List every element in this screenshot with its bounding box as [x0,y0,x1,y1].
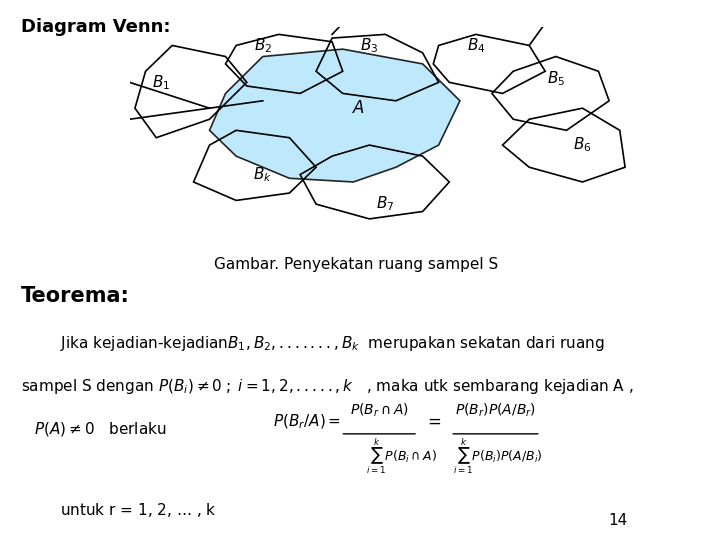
Text: $A$: $A$ [352,99,365,117]
Text: $B_1$: $B_1$ [153,73,171,92]
Text: $P(B_r) P(A / B_r)$: $P(B_r) P(A / B_r)$ [455,402,536,419]
Text: $B_2$: $B_2$ [253,36,272,55]
Polygon shape [210,49,460,182]
Text: sampel S dengan $P(B_i) \neq 0 \; ; \; i = 1, 2, ....., k$   , maka utk sembaran: sampel S dengan $P(B_i) \neq 0 \; ; \; i… [21,377,634,396]
Text: $B_7$: $B_7$ [376,195,395,213]
Text: Diagram Venn:: Diagram Venn: [21,17,170,36]
Text: Jika kejadian-kejadian$B_1, B_2, ......., B_k$  merupakan sekatan dari ruang: Jika kejadian-kejadian$B_1, B_2, .......… [60,334,604,354]
Text: $B_5$: $B_5$ [546,69,565,88]
Text: $B_k$: $B_k$ [253,165,272,184]
Text: $P(A) \neq 0$   berlaku: $P(A) \neq 0$ berlaku [34,421,166,438]
Text: $B_4$: $B_4$ [467,36,485,55]
Text: $P(B_r / A) = $: $P(B_r / A) = $ [273,413,341,431]
Text: untuk r = 1, 2, $\ldots$ , k: untuk r = 1, 2, $\ldots$ , k [60,501,216,519]
Text: $P(B_r \cap A)$: $P(B_r \cap A)$ [350,402,409,419]
Text: Teorema:: Teorema: [21,286,130,306]
Text: $B_6$: $B_6$ [573,136,592,154]
Text: Gambar. Penyekatan ruang sampel S: Gambar. Penyekatan ruang sampel S [215,256,499,272]
Text: 14: 14 [608,513,628,528]
Text: $B_3$: $B_3$ [360,36,379,55]
Text: $=$: $=$ [424,411,442,429]
Text: $\sum_{i=1}^{k} P(B_i \cap A)$: $\sum_{i=1}^{k} P(B_i \cap A)$ [366,436,437,476]
Text: $\sum_{i=1}^{k} P(B_i) P(A / B_i)$: $\sum_{i=1}^{k} P(B_i) P(A / B_i)$ [454,436,543,476]
